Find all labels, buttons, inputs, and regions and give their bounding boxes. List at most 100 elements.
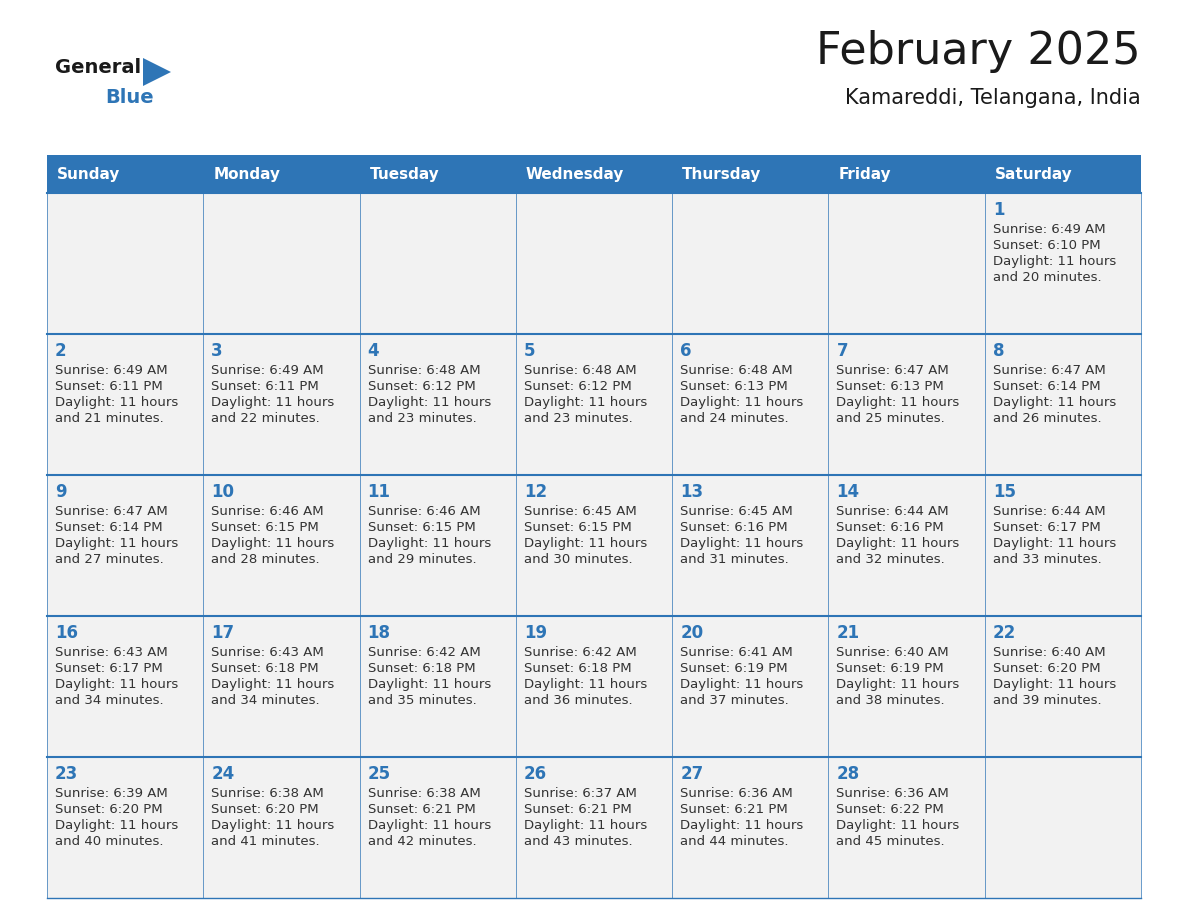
Text: Daylight: 11 hours: Daylight: 11 hours [524,819,647,832]
Text: 11: 11 [367,483,391,501]
Text: and 26 minutes.: and 26 minutes. [993,412,1101,425]
Text: Sunrise: 6:44 AM: Sunrise: 6:44 AM [993,505,1105,518]
Text: Daylight: 11 hours: Daylight: 11 hours [211,396,335,409]
Text: and 21 minutes.: and 21 minutes. [55,412,164,425]
Text: 13: 13 [681,483,703,501]
Bar [360,475,516,616]
Text: Daylight: 11 hours: Daylight: 11 hours [367,537,491,550]
Text: 12: 12 [524,483,546,501]
Text: and 34 minutes.: and 34 minutes. [211,694,320,707]
Text: Daylight: 11 hours: Daylight: 11 hours [211,819,335,832]
Bar [985,193,1140,334]
Text: 19: 19 [524,624,546,642]
Text: Sunrise: 6:42 AM: Sunrise: 6:42 AM [367,646,480,659]
Text: 16: 16 [55,624,78,642]
Text: and 36 minutes.: and 36 minutes. [524,694,632,707]
Bar [360,757,516,898]
Text: and 23 minutes.: and 23 minutes. [524,412,632,425]
Text: 21: 21 [836,624,860,642]
Bar [203,475,360,616]
Text: Sunset: 6:15 PM: Sunset: 6:15 PM [211,521,320,534]
Text: Sunrise: 6:40 AM: Sunrise: 6:40 AM [836,646,949,659]
Text: and 38 minutes.: and 38 minutes. [836,694,944,707]
Text: and 33 minutes.: and 33 minutes. [993,553,1101,566]
Bar [672,475,828,616]
Text: Sunrise: 6:48 AM: Sunrise: 6:48 AM [524,364,637,377]
Text: and 29 minutes.: and 29 minutes. [367,553,476,566]
Text: Sunset: 6:21 PM: Sunset: 6:21 PM [681,803,788,816]
Bar [672,155,828,193]
Text: Sunrise: 6:43 AM: Sunrise: 6:43 AM [55,646,168,659]
Text: Saturday: Saturday [994,166,1073,182]
Text: 23: 23 [55,765,78,783]
Text: 14: 14 [836,483,860,501]
Text: Daylight: 11 hours: Daylight: 11 hours [993,678,1116,691]
Bar [48,155,203,193]
Bar [516,616,672,757]
Text: and 28 minutes.: and 28 minutes. [211,553,320,566]
Bar [360,334,516,475]
Text: Sunrise: 6:42 AM: Sunrise: 6:42 AM [524,646,637,659]
Text: Sunrise: 6:45 AM: Sunrise: 6:45 AM [681,505,792,518]
Text: 9: 9 [55,483,67,501]
Text: Friday: Friday [839,166,891,182]
Bar [48,193,203,334]
Bar [672,334,828,475]
Bar [672,193,828,334]
Bar [828,193,985,334]
Text: Daylight: 11 hours: Daylight: 11 hours [836,678,960,691]
Text: Sunrise: 6:47 AM: Sunrise: 6:47 AM [993,364,1106,377]
Text: Sunset: 6:12 PM: Sunset: 6:12 PM [524,380,632,393]
Text: Sunset: 6:22 PM: Sunset: 6:22 PM [836,803,944,816]
Text: Sunrise: 6:46 AM: Sunrise: 6:46 AM [211,505,324,518]
Text: Kamareddi, Telangana, India: Kamareddi, Telangana, India [845,88,1140,108]
Bar [203,616,360,757]
Text: Sunrise: 6:49 AM: Sunrise: 6:49 AM [993,223,1105,236]
Bar [516,757,672,898]
Text: Sunset: 6:20 PM: Sunset: 6:20 PM [993,662,1100,675]
Text: 2: 2 [55,342,67,360]
Text: Sunset: 6:11 PM: Sunset: 6:11 PM [55,380,163,393]
Text: Daylight: 11 hours: Daylight: 11 hours [55,819,178,832]
Text: and 45 minutes.: and 45 minutes. [836,835,944,848]
Text: Daylight: 11 hours: Daylight: 11 hours [55,678,178,691]
Text: and 42 minutes.: and 42 minutes. [367,835,476,848]
Text: and 39 minutes.: and 39 minutes. [993,694,1101,707]
Bar [828,334,985,475]
Text: Sunset: 6:20 PM: Sunset: 6:20 PM [211,803,318,816]
Bar [203,757,360,898]
Text: Sunset: 6:14 PM: Sunset: 6:14 PM [993,380,1100,393]
Text: Wednesday: Wednesday [526,166,624,182]
Bar [828,475,985,616]
Bar [828,616,985,757]
Text: Sunset: 6:19 PM: Sunset: 6:19 PM [681,662,788,675]
Text: Daylight: 11 hours: Daylight: 11 hours [836,537,960,550]
Text: February 2025: February 2025 [816,30,1140,73]
Text: and 43 minutes.: and 43 minutes. [524,835,632,848]
Text: Sunset: 6:16 PM: Sunset: 6:16 PM [836,521,944,534]
Text: Sunrise: 6:39 AM: Sunrise: 6:39 AM [55,787,168,800]
Bar [985,757,1140,898]
Text: Sunset: 6:17 PM: Sunset: 6:17 PM [55,662,163,675]
Bar [985,475,1140,616]
Text: Sunrise: 6:46 AM: Sunrise: 6:46 AM [367,505,480,518]
Bar [985,616,1140,757]
Text: 4: 4 [367,342,379,360]
Bar [48,475,203,616]
Text: and 23 minutes.: and 23 minutes. [367,412,476,425]
Text: and 25 minutes.: and 25 minutes. [836,412,946,425]
Bar [516,155,672,193]
Bar [985,155,1140,193]
Bar [672,616,828,757]
Text: Sunrise: 6:48 AM: Sunrise: 6:48 AM [367,364,480,377]
Text: General: General [55,58,141,77]
Text: 25: 25 [367,765,391,783]
Bar [48,616,203,757]
Bar [48,334,203,475]
Text: 5: 5 [524,342,536,360]
Text: Sunset: 6:21 PM: Sunset: 6:21 PM [367,803,475,816]
Text: Sunrise: 6:36 AM: Sunrise: 6:36 AM [836,787,949,800]
Text: Daylight: 11 hours: Daylight: 11 hours [524,678,647,691]
Text: Daylight: 11 hours: Daylight: 11 hours [993,255,1116,268]
Text: Daylight: 11 hours: Daylight: 11 hours [681,678,803,691]
